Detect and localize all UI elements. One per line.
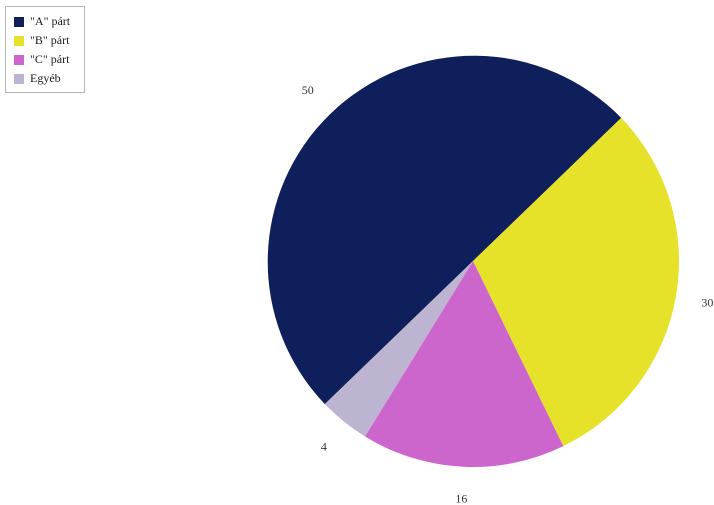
legend-label: "B" párt [30, 33, 70, 47]
pie-data-label-0: 50 [302, 83, 314, 97]
pie-data-label-1: 30 [701, 295, 713, 309]
pie-slices [267, 55, 679, 467]
legend: "A" párt "B" párt "C" párt Egyéb [5, 6, 85, 93]
legend-label: "A" párt [30, 14, 71, 28]
pie-slice-1[interactable] [473, 117, 679, 447]
legend-item-b-part[interactable]: "B" párt [14, 31, 84, 50]
legend-item-egyeb[interactable]: Egyéb [14, 69, 84, 88]
legend-item-a-part[interactable]: "A" párt [14, 12, 84, 31]
pie-data-label-3: 4 [321, 440, 327, 454]
legend-item-c-part[interactable]: "C" párt [14, 50, 84, 69]
pie-slice-0[interactable] [267, 55, 622, 405]
legend-swatch [14, 35, 24, 46]
pie-data-label-2: 16 [455, 492, 467, 505]
legend-swatch [14, 16, 24, 27]
pie-slice-3[interactable] [324, 261, 473, 437]
legend-label: "C" párt [30, 52, 70, 66]
legend-label: Egyéb [30, 71, 61, 85]
legend-swatch [14, 54, 24, 65]
legend-swatch [14, 73, 24, 84]
pie-data-labels: 50 30 16 4 [302, 83, 714, 505]
pie-slice-2[interactable] [365, 261, 564, 467]
